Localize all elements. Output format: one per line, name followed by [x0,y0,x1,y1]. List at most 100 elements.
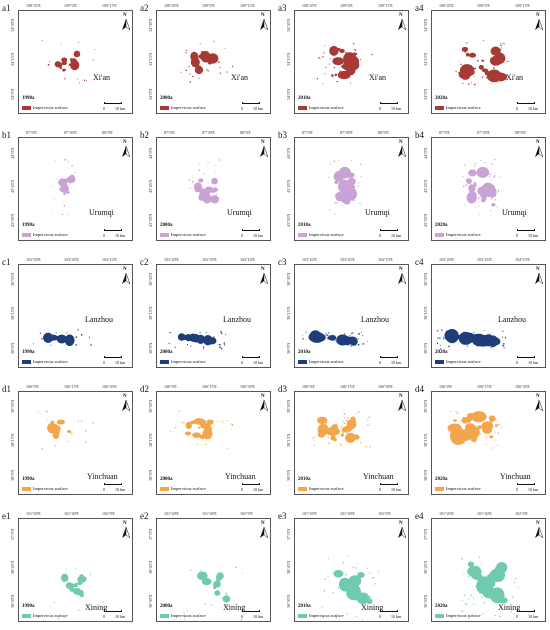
year-label: 2020a [435,350,448,355]
impervious-speck [187,344,188,345]
impervious-speck [446,331,447,332]
impervious-speck [219,344,221,345]
impervious-speck [486,175,487,176]
latitude-tick-label: 36°30'N [287,595,291,608]
map-legend: Impervious surface [298,359,344,364]
scale-bar [242,356,260,358]
year-label: 1990a [22,96,35,101]
latitude-tick-label: 36°0'N [11,343,15,354]
impervious-speck [339,71,340,72]
impervious-speck [200,43,201,44]
impervious-speck [350,345,351,346]
impervious-speck [490,210,491,212]
impervious-speck [473,594,474,595]
impervious-speck [220,331,221,332]
impervious-speck [219,159,220,161]
impervious-speck [329,64,330,65]
impervious-speck [491,344,492,346]
impervious-speck [479,557,480,558]
north-label: N [123,394,127,399]
latitude-tick-label: 34°15'N [287,53,291,66]
longitude-tick-label: 103°45'E [202,258,217,262]
legend-label: Impervious surface [171,486,206,491]
north-arrow-icon [260,146,268,157]
legend-label: Impervious surface [309,232,344,237]
impervious-speck [483,593,484,594]
impervious-speck [357,413,358,414]
city-name: Yinchuan [87,472,118,481]
legend-swatch [160,614,169,618]
impervious-speck [59,433,60,434]
impervious-speck [482,77,483,78]
latitude-tick-label: 44°0'N [11,148,15,159]
impervious-speck [348,418,349,419]
impervious-speck [491,83,492,84]
scale-label: 10 km [253,487,263,492]
year-label: 2020a [435,477,448,482]
impervious-speck [358,411,359,412]
latitude-tick-label: 36°30'N [149,273,153,286]
impervious-surface-map [157,265,270,367]
impervious-speck [43,620,44,621]
longitude-tick-label: 106°0'E [302,385,315,389]
impervious-speck [207,579,208,581]
year-label: 2010a [298,96,311,101]
map-legend: Impervious surface [435,613,481,618]
impervious-speck [471,55,472,56]
north-arrow-icon [398,400,406,411]
impervious-speck [358,182,359,183]
north-label: N [536,140,540,145]
impervious-speck [186,70,187,71]
impervious-speck [201,192,202,193]
latitude-tick-label: 38°15'N [11,434,15,447]
scale-bar [380,356,398,358]
scale-zero: 0 [241,233,243,238]
impervious-speck [181,72,182,73]
map-legend: Impervious surface [22,359,68,364]
impervious-speck [370,425,371,426]
longitude-tick-label: 88°0'E [102,131,113,135]
impervious-speck [489,174,490,175]
latitude-tick-label: 37°0'N [11,529,15,540]
impervious-speck [355,64,356,65]
longitude-tick-label: 87°30'E [64,131,77,135]
scale-bar [242,610,260,612]
latitude-tick-label: 34°15'N [11,53,15,66]
impervious-patch [496,562,507,573]
impervious-speck [200,422,201,423]
impervious-patch [200,573,207,579]
latitude-tick-label: 36°15'N [149,307,153,320]
latitude-tick-label: 43°45'N [424,180,428,193]
impervious-patch [43,333,53,343]
longitude-tick-label: 103°20'E [439,258,454,262]
impervious-speck [448,332,449,333]
impervious-surface-map [295,519,408,621]
north-arrow-icon [398,273,406,284]
map-legend: Impervious surface [160,359,206,364]
north-arrow-icon [122,400,130,411]
impervious-patch [351,575,359,584]
latitude-tick-label: 36°30'N [149,595,153,608]
impervious-speck [66,339,67,340]
impervious-speck [51,214,52,215]
impervious-speck [356,69,357,70]
impervious-speck [78,609,79,610]
scale-zero: 0 [379,614,381,619]
impervious-speck [481,344,482,345]
impervious-speck [216,172,217,173]
impervious-speck [312,437,313,438]
latitude-tick-label: 36°45'N [11,561,15,574]
longitude-tick-label: 108°45'E [302,4,317,8]
impervious-speck [193,433,194,434]
latitude-tick-label: 36°30'N [11,595,15,608]
impervious-speck [189,180,190,181]
impervious-speck [334,194,335,195]
impervious-speck [317,333,318,334]
scale-zero: 0 [516,106,518,111]
north-arrow-icon [260,19,268,30]
